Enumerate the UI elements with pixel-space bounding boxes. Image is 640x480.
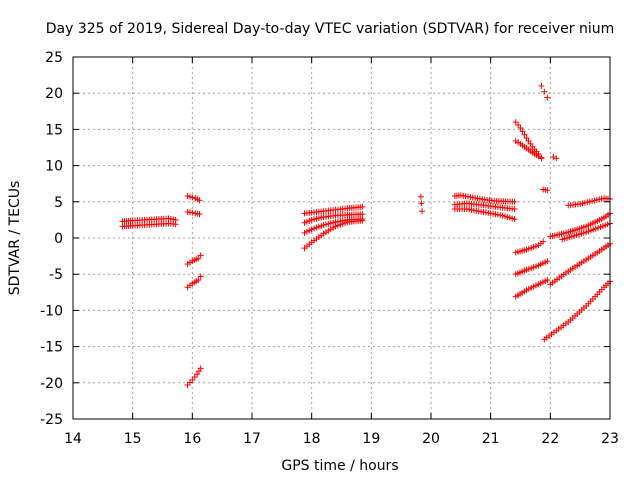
series-s1 <box>119 220 179 230</box>
y-tick-label: 10 <box>45 159 63 175</box>
series-s3 <box>184 193 203 204</box>
data-point <box>359 216 366 223</box>
data-point <box>417 193 424 200</box>
series-s7 <box>184 365 204 388</box>
data-point <box>550 153 557 160</box>
x-tick-label: 21 <box>482 431 500 447</box>
series-s26 <box>559 220 613 243</box>
series-s16 <box>512 119 545 161</box>
series-s4 <box>184 208 203 218</box>
series-s20 <box>540 186 551 194</box>
x-tick-label: 16 <box>183 431 201 447</box>
series-s15 <box>451 206 518 223</box>
data-point <box>359 203 366 210</box>
data-point <box>195 276 202 283</box>
series-s23 <box>512 276 551 300</box>
series-s12 <box>417 193 426 215</box>
data-point <box>419 208 426 215</box>
x-tick-label: 18 <box>303 431 321 447</box>
data-point <box>553 155 560 162</box>
data-point <box>521 131 528 138</box>
grid <box>73 57 610 419</box>
data-point <box>197 273 204 280</box>
series-s11 <box>301 203 366 217</box>
y-tick-label: -25 <box>40 412 63 428</box>
data-point <box>172 216 179 223</box>
data-point <box>544 94 551 101</box>
data-point <box>544 187 551 194</box>
series-s25 <box>547 210 613 240</box>
series-s27 <box>547 240 613 288</box>
data-point <box>544 276 551 283</box>
y-tick-label: 25 <box>45 50 63 66</box>
y-tick-label: -20 <box>40 376 63 392</box>
data-point <box>189 209 196 216</box>
y-tick-label: 5 <box>54 195 63 211</box>
y-tick-label: -10 <box>40 303 63 319</box>
series-s2 <box>119 215 179 225</box>
x-axis-label: GPS time / hours <box>281 458 398 474</box>
data-point <box>511 206 518 213</box>
data-point <box>359 211 366 218</box>
data-point <box>540 238 547 245</box>
data-point <box>519 128 526 135</box>
series-s22 <box>512 258 551 278</box>
data-point <box>544 258 551 265</box>
data-point <box>538 82 545 89</box>
y-tick-label: 15 <box>45 122 63 138</box>
data-point <box>196 211 203 218</box>
series-s21 <box>512 238 547 256</box>
data-point <box>197 252 204 259</box>
series-s6 <box>184 273 204 291</box>
x-tick-label: 22 <box>541 431 559 447</box>
x-tick-label: 23 <box>601 431 619 447</box>
data-point <box>541 88 548 95</box>
data-point <box>511 216 518 223</box>
data-point <box>511 198 518 205</box>
chart-title: Day 325 of 2019, Sidereal Day-to-day VTE… <box>46 21 615 37</box>
x-tick-label: 20 <box>422 431 440 447</box>
data-point <box>189 194 196 201</box>
data-points <box>119 82 613 388</box>
series-s9 <box>301 216 366 236</box>
data-point <box>196 197 203 204</box>
x-tick-label: 14 <box>64 431 82 447</box>
data-point <box>197 365 204 372</box>
series-s14 <box>451 200 518 213</box>
y-axis-label: SDTVAR / TECUs <box>7 181 23 296</box>
series-s24 <box>565 195 613 209</box>
y-tick-label: 20 <box>45 86 63 102</box>
axis-ticks: 14 15 16 17 18 19 20 21 22 23 -25 -20 -15 -10 -5 0 5 10 15… <box>40 50 619 447</box>
y-tick-label: -5 <box>49 267 63 283</box>
series-s28 <box>541 278 613 343</box>
y-tick-label: 0 <box>54 231 63 247</box>
x-tick-label: 17 <box>243 431 261 447</box>
series-s19 <box>550 153 560 162</box>
x-tick-label: 15 <box>124 431 142 447</box>
series-s17 <box>512 137 545 162</box>
data-point <box>517 124 524 131</box>
series-s18 <box>538 82 551 101</box>
data-point <box>538 155 545 162</box>
y-tick-label: -15 <box>40 340 63 356</box>
series-s5 <box>184 252 204 268</box>
series-s10 <box>301 211 366 226</box>
series-s13 <box>451 192 518 205</box>
data-point <box>418 200 425 207</box>
x-tick-label: 19 <box>362 431 380 447</box>
